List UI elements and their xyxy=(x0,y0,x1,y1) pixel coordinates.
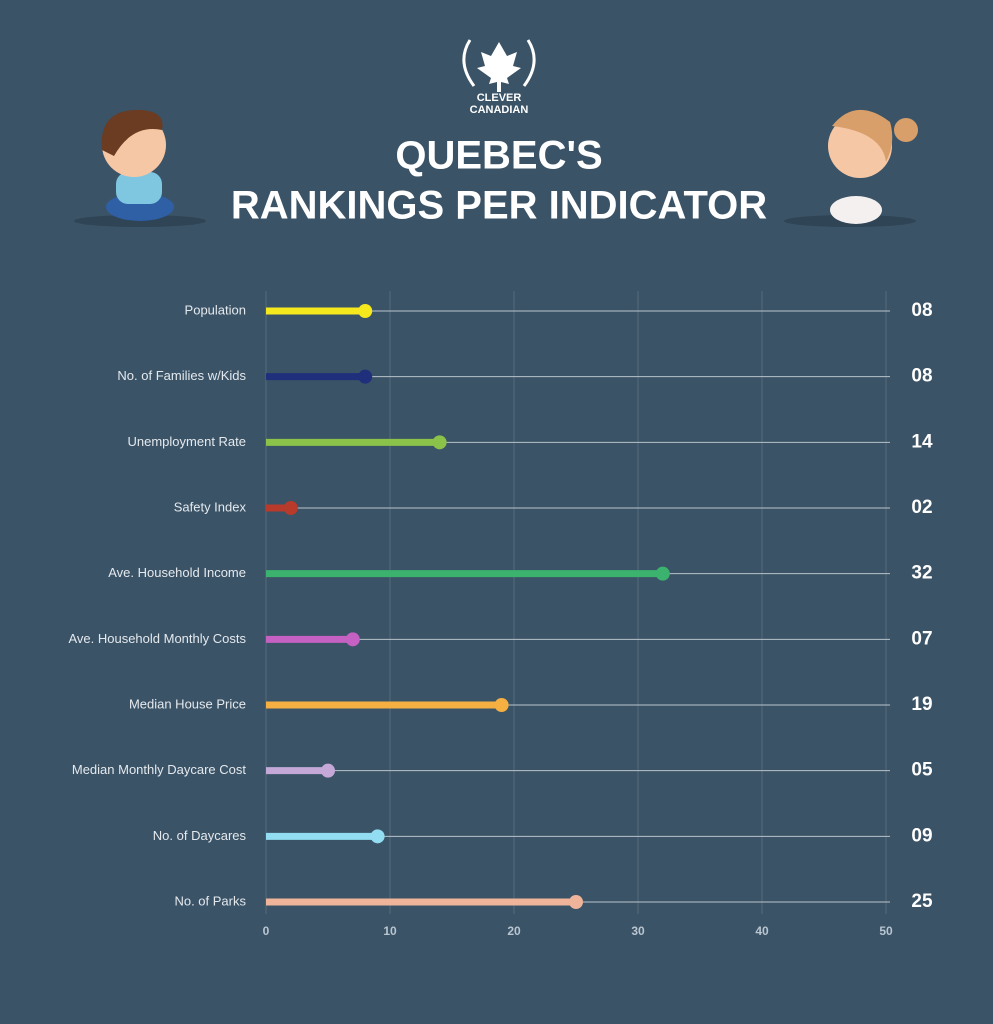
logo-text: CANADIAN xyxy=(470,104,529,116)
category-label: No. of Daycares xyxy=(153,828,247,843)
category-label: Ave. Household Monthly Costs xyxy=(68,631,246,646)
category-label: Ave. Household Income xyxy=(108,565,246,580)
value-label: 19 xyxy=(911,694,932,715)
category-label: Median House Price xyxy=(129,696,246,711)
lollipop-head xyxy=(655,566,670,581)
category-label: Population xyxy=(185,302,246,317)
bun xyxy=(894,118,918,142)
lollipop-head xyxy=(370,829,385,844)
x-tick-label: 10 xyxy=(383,924,397,938)
hair xyxy=(832,109,893,162)
lollipop-head xyxy=(345,632,360,647)
lollipop-head xyxy=(283,501,298,515)
shirt xyxy=(116,172,162,204)
baby-boy xyxy=(74,109,206,227)
logo: CLEVER CANADIAN xyxy=(462,39,536,116)
value-label: 32 xyxy=(911,563,932,584)
chart-title: QUEBEC'S xyxy=(395,134,602,178)
logo-text: CLEVER xyxy=(477,92,522,104)
chart-title: RANKINGS PER INDICATOR xyxy=(231,184,767,228)
lollipop-head xyxy=(358,304,373,318)
category-label: No. of Families w/Kids xyxy=(117,368,246,383)
value-label: 14 xyxy=(911,431,933,452)
hair xyxy=(101,109,163,156)
category-label: No. of Parks xyxy=(174,893,246,908)
laurel xyxy=(462,39,536,87)
diaper xyxy=(830,196,882,224)
category-label: Median Monthly Daycare Cost xyxy=(72,762,247,777)
x-tick-label: 20 xyxy=(507,924,521,938)
x-tick-label: 30 xyxy=(631,924,645,938)
category-label: Unemployment Rate xyxy=(128,434,247,449)
baby-girl xyxy=(784,109,918,227)
value-label: 08 xyxy=(911,300,932,321)
value-label: 07 xyxy=(911,628,932,649)
x-tick-label: 40 xyxy=(755,924,769,938)
value-label: 02 xyxy=(911,497,932,518)
lollipop-head xyxy=(432,435,447,450)
value-label: 05 xyxy=(911,760,933,781)
value-label: 08 xyxy=(911,366,932,387)
value-label: 09 xyxy=(911,825,932,846)
x-tick-label: 0 xyxy=(263,924,270,938)
lollipop-head xyxy=(494,698,509,712)
lollipop-head xyxy=(321,763,335,778)
lollipop-head xyxy=(358,369,373,384)
value-label: 25 xyxy=(911,891,933,912)
maple-leaf xyxy=(477,42,521,92)
lollipop-head xyxy=(569,895,583,909)
x-tick-label: 50 xyxy=(879,924,893,938)
category-label: Safety Index xyxy=(174,499,247,514)
